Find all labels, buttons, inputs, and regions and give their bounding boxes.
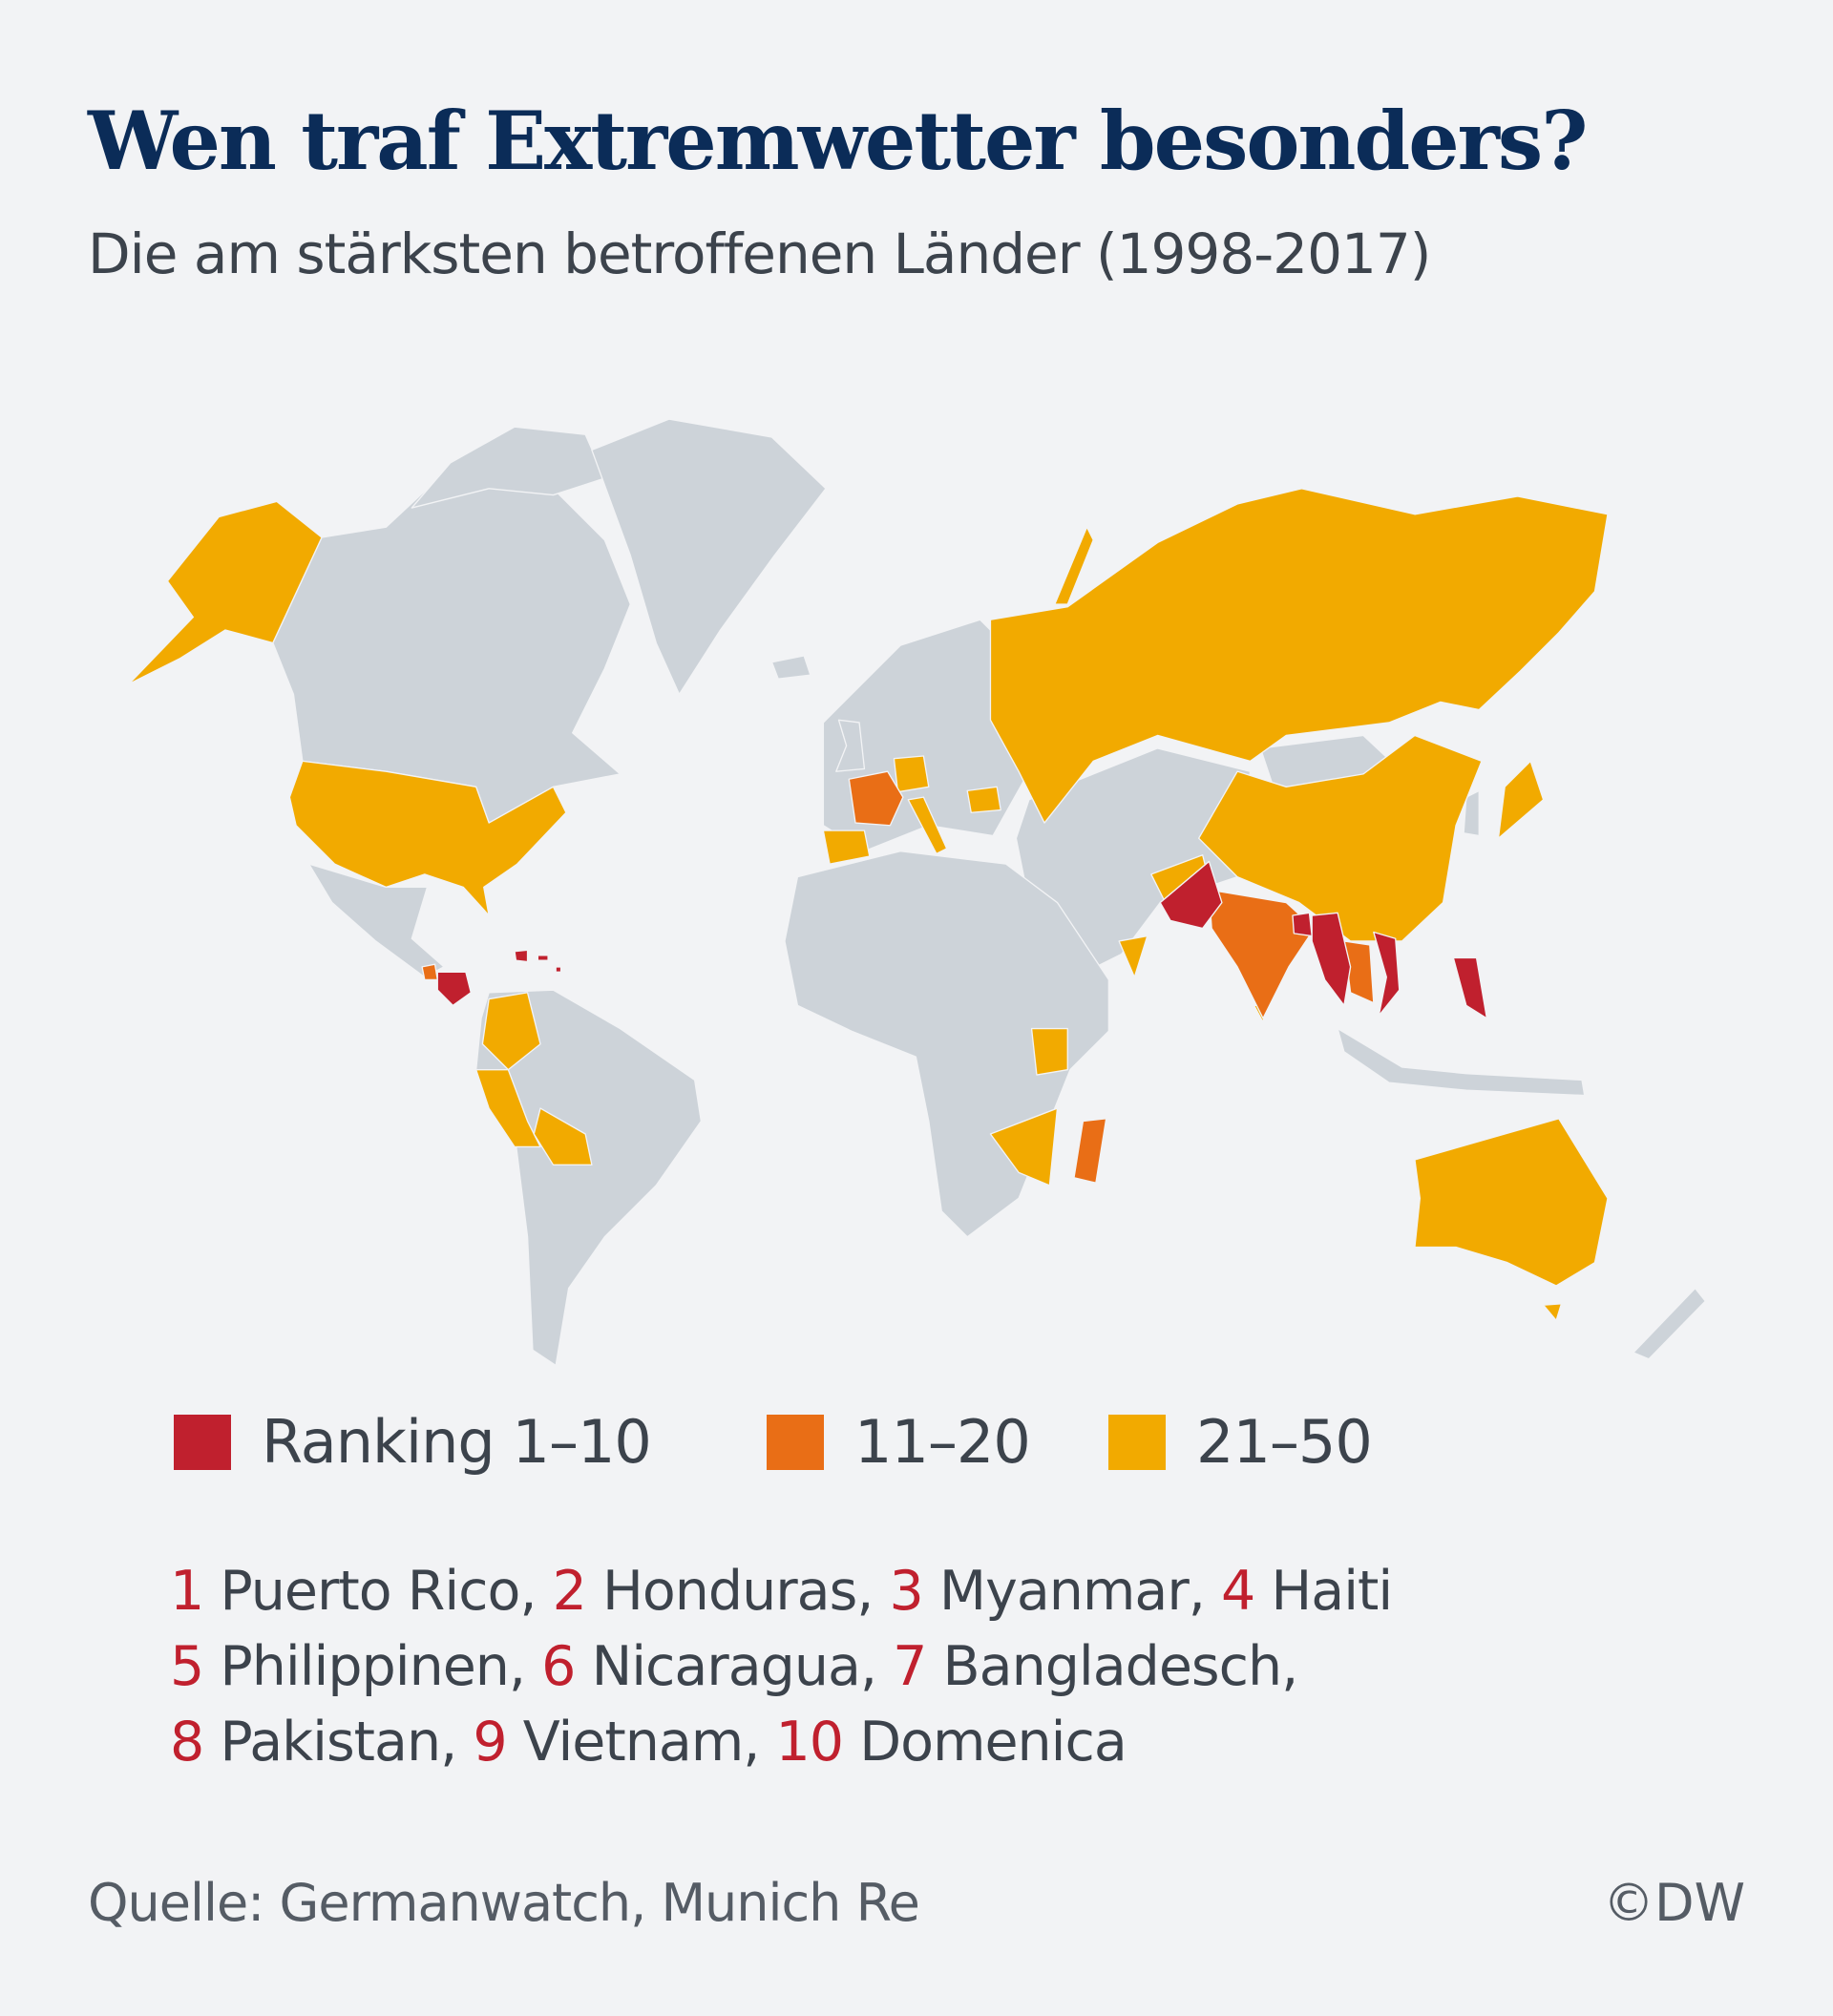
rank-country: Myanmar, [938,1560,1206,1623]
philippines [1452,956,1488,1019]
pakistan [1159,860,1223,930]
colombia [481,992,541,1071]
middle-east-central-asia [1015,747,1252,981]
rank-number: 2 [552,1560,587,1623]
honduras-nicaragua [436,971,472,1006]
greenland [591,418,827,696]
page-subtitle: Die am stärksten betroffenen Länder (199… [88,221,1431,286]
dominica [555,966,562,973]
rank-country: Philippinen, [220,1635,526,1698]
uk [835,719,866,772]
india [1208,889,1316,1019]
el-salvador-guatemala [421,963,438,981]
rank-1-10-countries [436,860,1488,1019]
rank-number: 7 [893,1635,927,1698]
rank-11-20-countries [421,770,1375,1184]
mexico [307,863,445,978]
ranking-line: 1 Puerto Rico, 2 Honduras, 3 Myanmar, 4 … [170,1554,1393,1629]
rank-number: 1 [170,1560,204,1623]
puerto-rico [537,955,549,961]
legend-swatch-orange [767,1414,824,1470]
legend-label: Ranking 1–10 [262,1407,652,1477]
tasmania [1542,1303,1563,1321]
rank-country: Honduras, [602,1560,874,1623]
rank-number: 4 [1221,1560,1255,1623]
myanmar [1311,912,1352,1006]
rank-country: Bangladesch, [942,1635,1299,1698]
indonesia [1337,1027,1586,1097]
page-title: Wen traf Extremwetter besonders? [88,94,1588,188]
rank-country: Domenica [859,1711,1127,1774]
rank-country: Nicaragua, [591,1635,877,1698]
legend-label: 11–20 [854,1407,1031,1477]
novaya-zemlya [1054,526,1094,605]
legend-item-rank-11-20: 11–20 [767,1407,1031,1477]
rank-number: 5 [170,1635,204,1698]
italy [907,796,948,855]
oman [1118,934,1148,978]
legend-item-rank-1-10: Ranking 1–10 [174,1407,652,1477]
rank-number: 8 [170,1711,204,1774]
bangladesh [1292,912,1313,937]
legend-label: 21–50 [1196,1407,1373,1477]
rank-number: 3 [889,1560,924,1623]
source-note: Quelle: Germanwatch, Munich Re [88,1873,920,1933]
rank-country: Haiti [1271,1560,1393,1623]
korea-japan-gray [1463,789,1480,837]
peru [475,1068,541,1148]
rank-number: 9 [473,1711,507,1774]
copyright: ©DW [1603,1873,1745,1933]
china [1197,734,1483,942]
usa [288,760,567,916]
rank-country: Pakistan, [220,1711,457,1774]
kenya [1030,1027,1068,1076]
legend-swatch-yellow [1108,1414,1166,1470]
vietnam [1373,931,1401,1017]
japan [1497,760,1545,839]
alaska [128,500,323,685]
france [848,770,904,827]
rank-number: 6 [541,1635,576,1698]
germany [893,755,930,793]
russia [989,488,1609,824]
ranking-line: 8 Pakistan, 9 Vietnam, 10 Domenica [170,1705,1392,1780]
ranking-line: 5 Philippinen, 6 Nicaragua, 7 Bangladesc… [170,1629,1392,1705]
rank-country: Vietnam, [522,1711,761,1774]
legend-item-rank-21-50: 21–50 [1108,1407,1373,1477]
ranking-list: 1 Puerto Rico, 2 Honduras, 3 Myanmar, 4 … [170,1554,1393,1780]
new-zealand [1633,1287,1707,1360]
legend-swatch-red [174,1414,231,1470]
spain [822,830,871,865]
madagascar [1073,1118,1107,1184]
haiti [514,949,529,963]
iceland [770,655,811,680]
romania [966,786,1001,813]
bolivia [533,1107,593,1166]
rank-country: Puerto Rico, [220,1560,537,1623]
mozambique-zimbabwe [989,1107,1059,1186]
rank-number: 10 [775,1711,845,1774]
australia [1414,1118,1609,1287]
rank-21-50-countries [128,488,1609,1321]
